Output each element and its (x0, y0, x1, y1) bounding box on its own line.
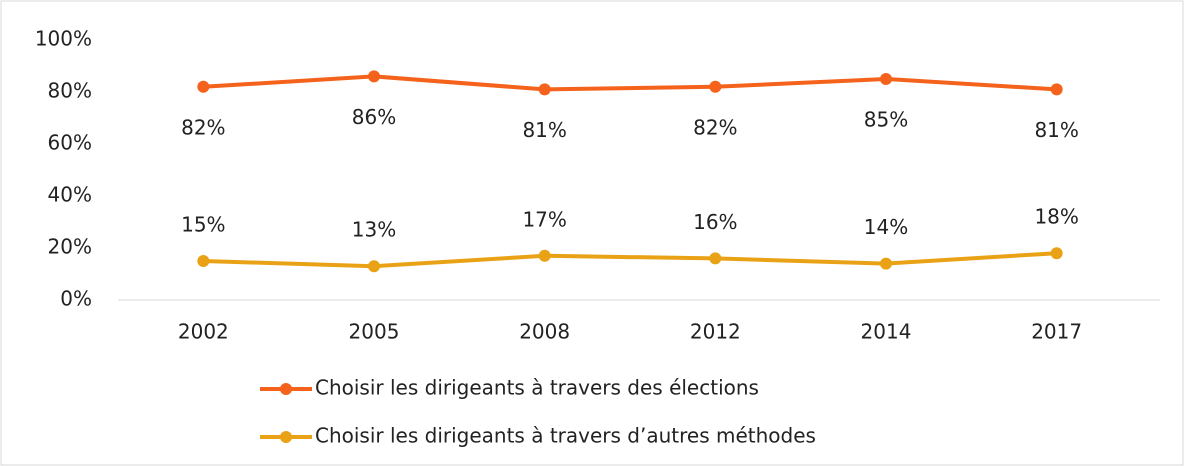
point (368, 260, 380, 273)
data-label: 82% (181, 115, 225, 139)
point (1050, 83, 1063, 96)
y-tick-label: 100% (35, 27, 92, 51)
data-label: 81% (1034, 118, 1078, 142)
x-tick-label: 2002 (178, 320, 229, 344)
legend-marker (280, 383, 292, 395)
legend-label: Choisir les dirigeants à travers des éle… (315, 376, 759, 400)
x-tick-label: 2014 (861, 320, 912, 344)
data-label: 86% (352, 105, 396, 129)
point (1050, 247, 1063, 260)
y-tick-label: 80% (48, 79, 92, 103)
y-tick-label: 0% (60, 287, 92, 311)
data-label: 16% (693, 210, 737, 234)
legend-marker (280, 431, 292, 443)
legend-label: Choisir les dirigeants à travers d’autre… (315, 424, 816, 448)
series-line (203, 74, 1057, 92)
point (880, 73, 892, 85)
y-tick-label: 60% (48, 131, 92, 155)
point (709, 80, 722, 93)
data-label: 81% (522, 118, 566, 142)
point (538, 83, 551, 96)
y-tick-label: 40% (48, 183, 92, 207)
point (880, 257, 892, 270)
point (709, 252, 722, 265)
data-label: 17% (522, 207, 566, 231)
data-label: 14% (864, 215, 908, 239)
data-label: 15% (181, 213, 225, 237)
x-tick-label: 2005 (349, 320, 400, 344)
y-tick-label: 20% (48, 235, 92, 259)
data-label: 13% (352, 218, 396, 242)
data-label: 85% (864, 108, 908, 132)
series-line (203, 251, 1057, 269)
data-label: 18% (1034, 205, 1078, 229)
x-tick-label: 2008 (519, 320, 570, 344)
x-tick-label: 2017 (1031, 320, 1082, 344)
point (197, 80, 210, 93)
x-tick-label: 2012 (690, 320, 741, 344)
point (368, 70, 380, 83)
point (197, 255, 210, 267)
data-label: 82% (693, 115, 737, 139)
point (538, 249, 551, 262)
